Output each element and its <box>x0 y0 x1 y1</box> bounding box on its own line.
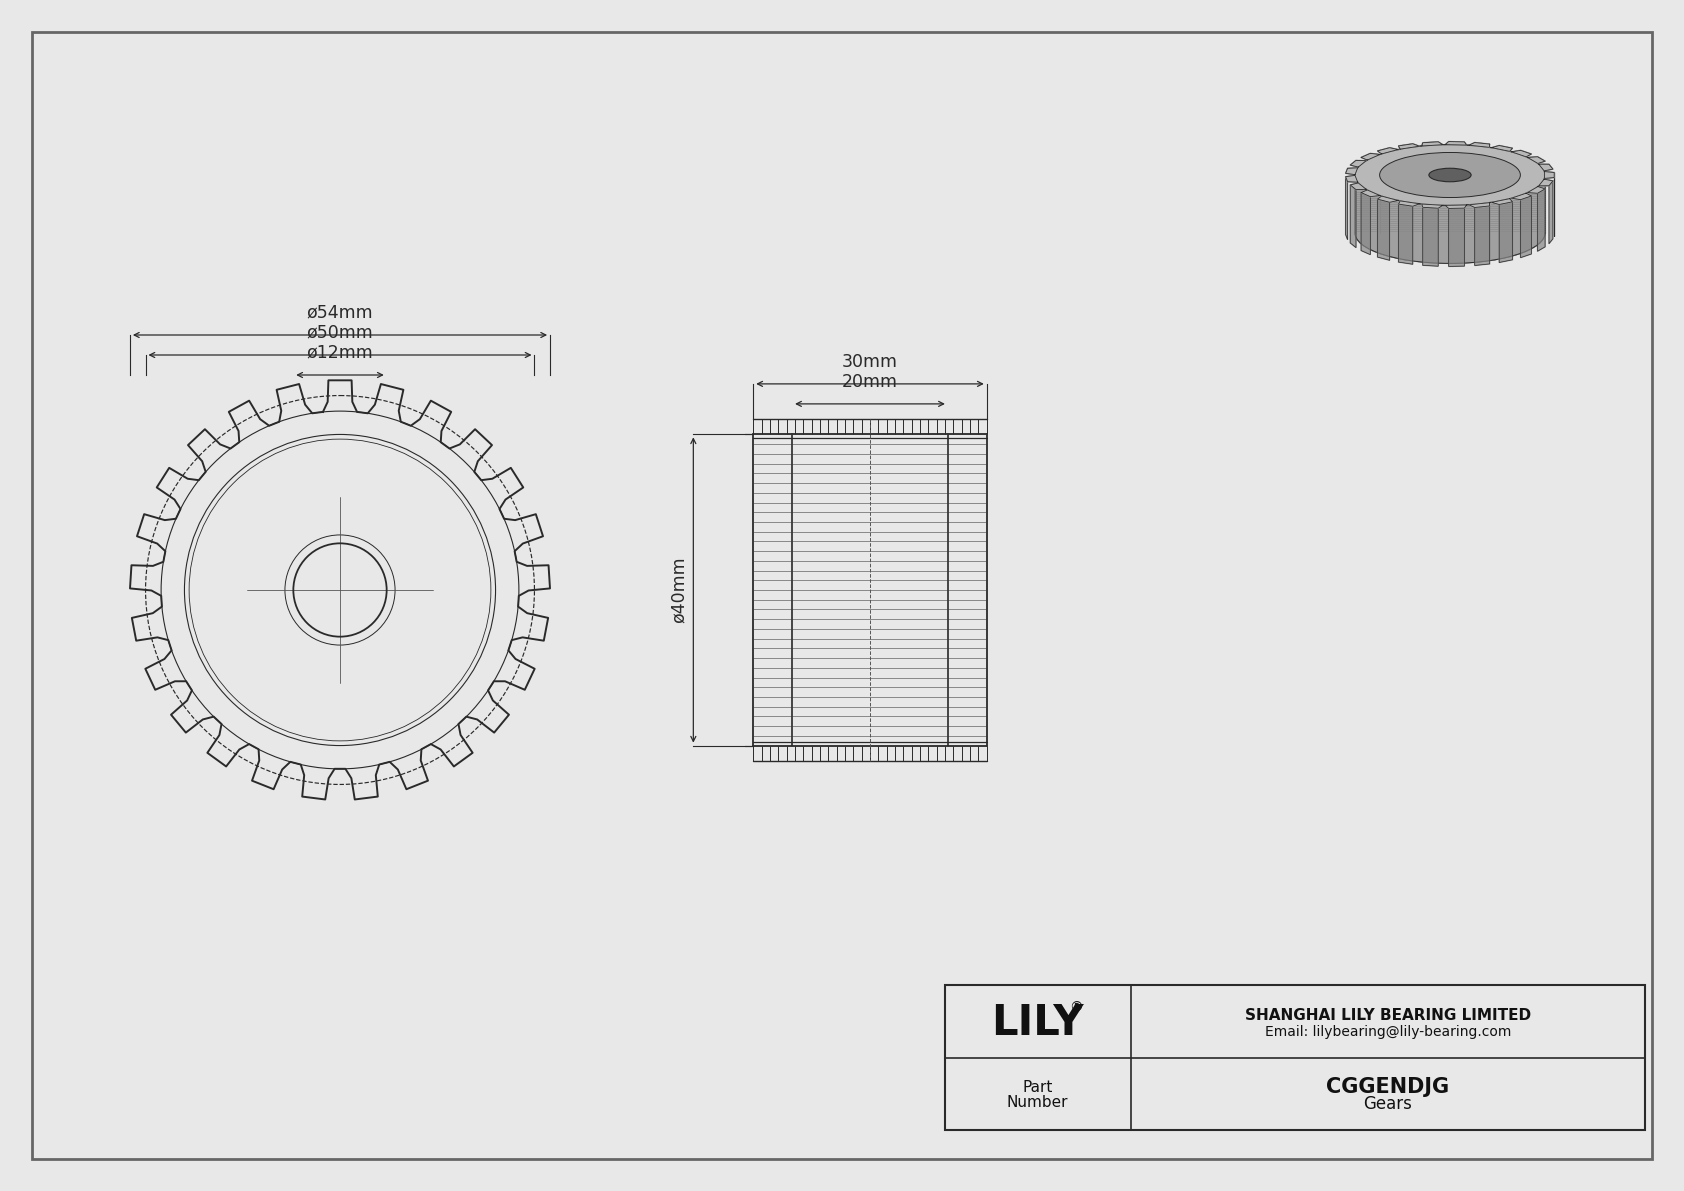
Polygon shape <box>1445 205 1467 208</box>
Polygon shape <box>1351 161 1366 167</box>
Polygon shape <box>1356 144 1544 263</box>
Polygon shape <box>1468 143 1490 148</box>
Polygon shape <box>1378 148 1398 154</box>
Polygon shape <box>1398 201 1420 206</box>
Polygon shape <box>1445 142 1467 145</box>
Polygon shape <box>1346 168 1357 175</box>
Text: ø50mm: ø50mm <box>306 323 374 341</box>
Text: ®: ® <box>1069 1002 1083 1015</box>
Polygon shape <box>1539 179 1553 186</box>
Text: 30mm: 30mm <box>842 353 898 370</box>
Polygon shape <box>1537 189 1546 251</box>
Polygon shape <box>1527 157 1546 163</box>
Polygon shape <box>1468 202 1490 207</box>
Polygon shape <box>1398 204 1413 264</box>
Polygon shape <box>1539 179 1553 186</box>
Text: Email: lilybearing@lily-bearing.com: Email: lilybearing@lily-bearing.com <box>1265 1025 1511 1040</box>
Polygon shape <box>1361 191 1379 197</box>
Polygon shape <box>1351 161 1366 167</box>
Text: Number: Number <box>1007 1096 1069 1110</box>
Polygon shape <box>1512 193 1531 200</box>
Polygon shape <box>1475 206 1490 266</box>
Polygon shape <box>1512 150 1531 157</box>
Polygon shape <box>1527 187 1546 193</box>
Polygon shape <box>1346 175 1357 182</box>
Polygon shape <box>1361 154 1379 160</box>
Polygon shape <box>1346 168 1357 175</box>
Text: Part: Part <box>1022 1080 1052 1096</box>
Polygon shape <box>1544 172 1554 179</box>
Polygon shape <box>1492 199 1512 205</box>
Polygon shape <box>1421 142 1443 146</box>
Polygon shape <box>1539 164 1553 170</box>
Ellipse shape <box>1356 144 1544 205</box>
Polygon shape <box>1398 144 1420 149</box>
Text: LILY: LILY <box>992 1003 1084 1045</box>
Polygon shape <box>1445 205 1467 208</box>
Polygon shape <box>1527 187 1546 193</box>
Polygon shape <box>1544 172 1554 179</box>
Polygon shape <box>1351 183 1366 189</box>
Polygon shape <box>1378 148 1398 154</box>
Polygon shape <box>1421 142 1443 146</box>
Polygon shape <box>1549 181 1553 244</box>
Polygon shape <box>1423 207 1438 267</box>
Polygon shape <box>1346 176 1347 239</box>
Text: ø54mm: ø54mm <box>306 303 374 322</box>
Polygon shape <box>1346 175 1357 182</box>
Polygon shape <box>1512 193 1531 200</box>
Polygon shape <box>1378 197 1398 202</box>
Polygon shape <box>1378 199 1389 261</box>
Text: ø12mm: ø12mm <box>306 343 374 361</box>
Polygon shape <box>1398 201 1420 206</box>
Polygon shape <box>1421 204 1443 208</box>
Polygon shape <box>1527 157 1546 163</box>
Text: Gears: Gears <box>1364 1095 1413 1112</box>
Text: SHANGHAI LILY BEARING LIMITED: SHANGHAI LILY BEARING LIMITED <box>1244 1008 1531 1023</box>
Bar <box>945 985 1645 1130</box>
Text: CGGENDJG: CGGENDJG <box>1327 1077 1450 1097</box>
Polygon shape <box>1421 204 1443 208</box>
Text: 20mm: 20mm <box>842 373 898 391</box>
Polygon shape <box>1468 202 1490 207</box>
Polygon shape <box>1499 201 1512 262</box>
Polygon shape <box>1512 150 1531 157</box>
Polygon shape <box>1361 193 1371 255</box>
Polygon shape <box>1468 143 1490 148</box>
Polygon shape <box>1539 164 1553 170</box>
Polygon shape <box>1378 197 1398 202</box>
Polygon shape <box>1351 183 1366 189</box>
Polygon shape <box>1492 145 1512 151</box>
Ellipse shape <box>1430 168 1472 182</box>
Ellipse shape <box>1379 152 1521 198</box>
Polygon shape <box>1492 199 1512 205</box>
Polygon shape <box>1361 191 1379 197</box>
Polygon shape <box>1351 185 1356 248</box>
Polygon shape <box>1492 145 1512 151</box>
Polygon shape <box>1448 208 1465 267</box>
Polygon shape <box>1361 154 1379 160</box>
Text: ø40mm: ø40mm <box>669 556 687 623</box>
Polygon shape <box>1521 197 1531 257</box>
Polygon shape <box>1445 142 1467 145</box>
Ellipse shape <box>1356 202 1544 263</box>
Polygon shape <box>1398 144 1420 149</box>
